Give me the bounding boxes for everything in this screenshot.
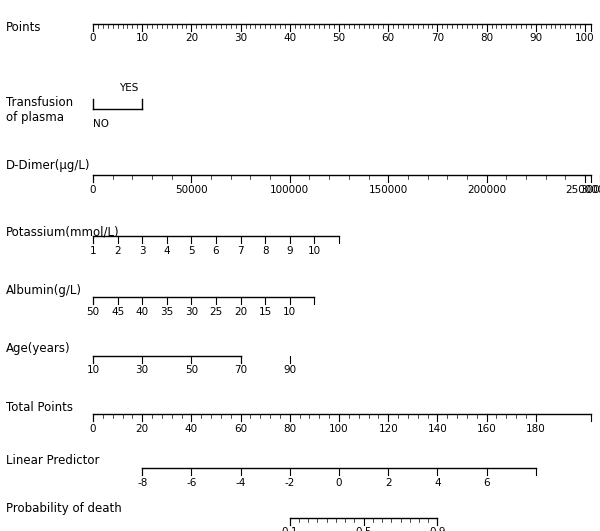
Text: 200000: 200000 [467,185,506,195]
Text: 50000: 50000 [175,185,208,195]
Text: 80: 80 [283,424,296,434]
Text: 0: 0 [90,424,96,434]
Text: 180: 180 [526,424,545,434]
Text: 250000: 250000 [565,185,600,195]
Text: 0.5: 0.5 [355,527,372,531]
Text: 140: 140 [428,424,447,434]
Text: 150000: 150000 [368,185,408,195]
Text: 100: 100 [575,33,595,44]
Text: 7: 7 [237,246,244,256]
Text: 70: 70 [431,33,444,44]
Text: 5: 5 [188,246,195,256]
Text: -2: -2 [284,478,295,488]
Text: 2: 2 [114,246,121,256]
Text: Points: Points [6,21,41,34]
Text: 20: 20 [234,307,247,317]
Text: 6: 6 [483,478,490,488]
Text: 30: 30 [234,33,247,44]
Text: NO: NO [93,119,109,130]
Text: Albumin(g/L): Albumin(g/L) [6,284,82,297]
Text: D-Dimer(μg/L): D-Dimer(μg/L) [6,159,91,172]
Text: 60: 60 [382,33,395,44]
Text: Linear Predictor: Linear Predictor [6,454,100,467]
Text: Total Points: Total Points [6,401,73,414]
Text: -4: -4 [235,478,246,488]
Text: 10: 10 [308,246,321,256]
Text: YES: YES [119,83,138,93]
Text: 20: 20 [185,33,198,44]
Text: 30: 30 [185,307,198,317]
Text: Age(years): Age(years) [6,342,71,355]
Text: 10: 10 [283,307,296,317]
Text: 0.9: 0.9 [429,527,446,531]
Text: 10: 10 [86,365,100,375]
Text: 35: 35 [160,307,173,317]
Text: 90: 90 [283,365,296,375]
Text: 60: 60 [234,424,247,434]
Text: 40: 40 [185,424,198,434]
Text: 20: 20 [136,424,149,434]
Text: 160: 160 [477,424,496,434]
Text: 30: 30 [136,365,149,375]
Text: 1: 1 [89,246,97,256]
Text: 80: 80 [480,33,493,44]
Text: 8: 8 [262,246,269,256]
Text: 0: 0 [336,478,342,488]
Text: 0: 0 [90,33,96,44]
Text: Potassium(mmol/L): Potassium(mmol/L) [6,226,119,238]
Text: 50: 50 [86,307,100,317]
Text: 120: 120 [379,424,398,434]
Text: 10: 10 [136,33,149,44]
Text: 9: 9 [286,246,293,256]
Text: 300000: 300000 [580,185,600,195]
Text: 0: 0 [90,185,96,195]
Text: -6: -6 [186,478,197,488]
Text: 2: 2 [385,478,392,488]
Text: 4: 4 [163,246,170,256]
Text: 25: 25 [209,307,223,317]
Text: 45: 45 [111,307,124,317]
Text: 6: 6 [212,246,220,256]
Text: 100: 100 [329,424,349,434]
Text: 4: 4 [434,478,441,488]
Text: -8: -8 [137,478,148,488]
Text: 100000: 100000 [270,185,310,195]
Text: 40: 40 [283,33,296,44]
Text: 50: 50 [185,365,198,375]
Text: 0.1: 0.1 [281,527,298,531]
Text: 40: 40 [136,307,149,317]
Text: 15: 15 [259,307,272,317]
Text: 90: 90 [529,33,542,44]
Text: 3: 3 [139,246,146,256]
Text: 50: 50 [332,33,346,44]
Text: 70: 70 [234,365,247,375]
Text: Probability of death: Probability of death [6,502,122,515]
Text: Transfusion
of plasma: Transfusion of plasma [6,96,73,124]
